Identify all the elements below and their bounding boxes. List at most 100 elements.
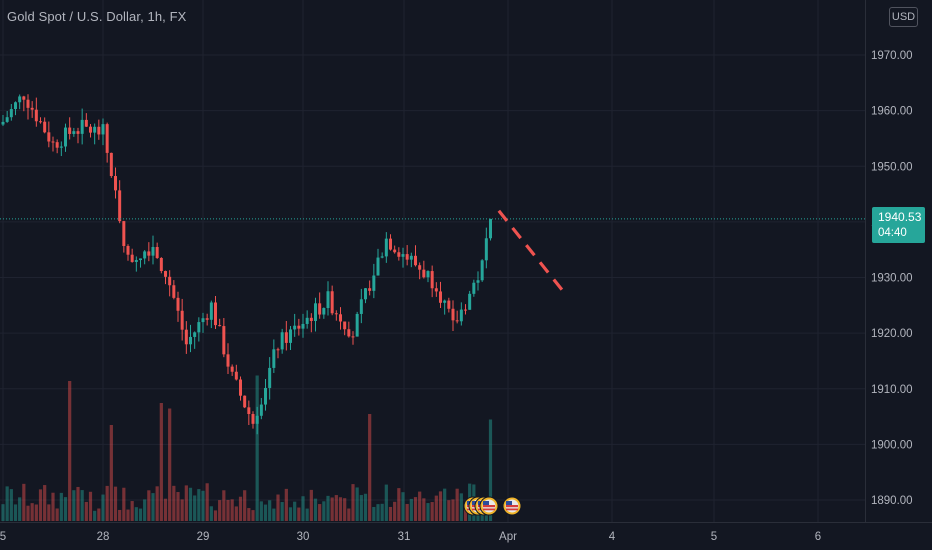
economic-events[interactable] [463, 496, 522, 516]
candle-body [393, 249, 397, 253]
time-tick-label: Apr [499, 531, 517, 543]
candle-body [30, 107, 34, 110]
candle-body [359, 299, 363, 314]
volume-bar [159, 403, 163, 521]
volume-bar [463, 508, 468, 521]
time-tick-label: 31 [398, 531, 411, 543]
candle-body [155, 247, 159, 258]
candle-body [468, 293, 472, 310]
candle-body [164, 271, 167, 277]
candle-body [14, 102, 17, 110]
candle-body [184, 329, 188, 345]
volume-bar [484, 510, 488, 521]
volume-bar [47, 504, 51, 521]
candle-body [34, 109, 38, 122]
candle-body [326, 291, 330, 309]
candle-body [264, 387, 267, 405]
volume-bar [176, 492, 180, 521]
volume-bar [268, 500, 272, 521]
candle-body [289, 329, 292, 343]
volume-bar [259, 501, 263, 521]
volume-bar [1, 504, 5, 521]
candle-body [484, 238, 488, 261]
volume-bar [326, 495, 330, 521]
symbol-title[interactable]: Gold Spot / U.S. Dollar, 1h, FX [7, 9, 187, 24]
volume-bar [301, 496, 305, 521]
candle-body [64, 127, 67, 147]
volume-bar [272, 508, 276, 521]
volume-bar [255, 375, 259, 521]
volume-bar [22, 483, 26, 521]
candle-body [364, 288, 367, 300]
volume-bar [88, 491, 93, 521]
volume-bar [318, 504, 322, 521]
candle-body [59, 146, 63, 148]
us-flag-event-icon[interactable] [479, 496, 499, 516]
candle-body [380, 256, 384, 258]
candle-body [218, 325, 222, 327]
time-tick-label: 4 [609, 531, 616, 543]
candle-body [430, 271, 434, 289]
candle-body [376, 257, 380, 276]
candle-body [480, 260, 484, 281]
candle-body [476, 280, 480, 283]
candle-body [351, 336, 355, 338]
volume-bar [405, 503, 409, 521]
candle-body [239, 379, 242, 396]
candle-body [68, 127, 72, 134]
volume-bar [418, 491, 422, 521]
price-axis-panel[interactable] [865, 0, 932, 522]
candle-body [397, 252, 401, 257]
candle-body [18, 96, 22, 103]
price-axis-labels: 1970.001960.001950.001940.001930.001920.… [871, 50, 913, 507]
volume-bar [184, 485, 188, 521]
volume-bar [263, 504, 268, 521]
candle-body [347, 329, 351, 337]
candle-body [297, 325, 301, 329]
candle-body [355, 313, 359, 337]
volume-bar [430, 502, 434, 521]
candle-body [176, 297, 180, 311]
volume-bar [343, 498, 347, 521]
currency-button[interactable]: USD [889, 7, 918, 27]
candle-body [314, 303, 317, 321]
candle-body [205, 318, 209, 320]
candle-body [280, 332, 284, 350]
candle-body [343, 321, 347, 330]
candle-body [80, 119, 84, 134]
candle-body [234, 371, 238, 380]
volume-bar [276, 494, 280, 521]
volume-bar [218, 500, 222, 521]
volume-bar [409, 498, 413, 521]
volume-bar [105, 485, 109, 521]
volume-bar [397, 488, 401, 521]
candle-body [455, 320, 459, 322]
candle-body [372, 275, 376, 291]
volume-bar [330, 497, 334, 521]
candle-body [189, 336, 192, 345]
candle-body [5, 117, 9, 122]
candle-body [159, 257, 163, 272]
last-price-badge: 1940.53 04:40 [872, 207, 925, 243]
candle-body [293, 325, 297, 330]
volume-bar [55, 508, 59, 521]
time-axis-labels: 5 28 29 30 31 Apr 4 5 6 [0, 531, 821, 543]
candle-body [305, 317, 309, 324]
volume-bar [251, 510, 255, 521]
us-flag-event-icon[interactable] [502, 496, 522, 516]
candle-body [384, 238, 388, 257]
bar-countdown: 04:40 [878, 227, 907, 239]
candle-body [422, 269, 426, 278]
volume-bar [122, 487, 126, 521]
candle-body [172, 285, 176, 298]
candle-body [451, 308, 455, 321]
volume-bar [334, 495, 338, 521]
volume-bar [26, 505, 30, 521]
price-tick-label: 1930.00 [871, 273, 913, 285]
volume-bar [193, 495, 197, 521]
volume-bar [168, 408, 172, 521]
volume-bar [226, 499, 230, 521]
volume-bar [284, 488, 288, 521]
candle-body [197, 322, 201, 333]
